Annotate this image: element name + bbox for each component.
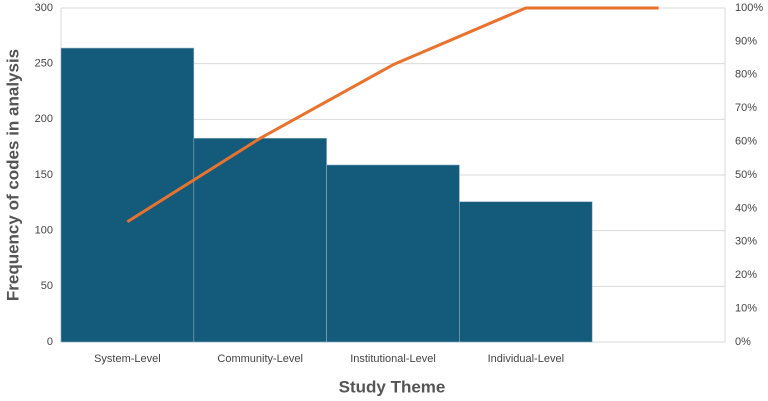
x-tick-label: System-Level <box>94 353 161 365</box>
bar <box>60 47 195 343</box>
cumulative-line <box>126 6 659 224</box>
y2-tick-label: 0% <box>735 336 751 348</box>
y-tick-label: 150 <box>35 169 53 181</box>
y2-tick-label: 50% <box>735 169 757 181</box>
y-tick-label: 250 <box>35 58 53 70</box>
y2-tick-label: 100% <box>735 2 763 14</box>
y2-tick-label: 40% <box>735 202 757 214</box>
x-axis-title: Study Theme <box>339 377 446 396</box>
y-tick-label: 50 <box>41 280 53 292</box>
x-tick-label: Institutional-Level <box>350 353 436 365</box>
x-tick-label: Community-Level <box>217 353 303 365</box>
x-tick-label: Individual-Level <box>488 353 564 365</box>
y2-tick-label: 60% <box>735 136 757 148</box>
y2-tick-label: 90% <box>735 35 757 47</box>
y-tick-label: 300 <box>35 2 53 14</box>
y2-tick-label: 80% <box>735 69 757 81</box>
y2-tick-label: 30% <box>735 236 757 248</box>
y2-tick-label: 70% <box>735 102 757 114</box>
y-tick-label: 100 <box>35 225 53 237</box>
bar <box>326 164 460 343</box>
y-axis-title: Frequency of codes in analysis <box>3 49 22 301</box>
y-tick-label: 0 <box>47 336 53 348</box>
bar <box>459 201 593 343</box>
y2-tick-label: 10% <box>735 303 757 315</box>
y2-tick-label: 20% <box>735 269 757 281</box>
y-tick-label: 200 <box>35 113 53 125</box>
